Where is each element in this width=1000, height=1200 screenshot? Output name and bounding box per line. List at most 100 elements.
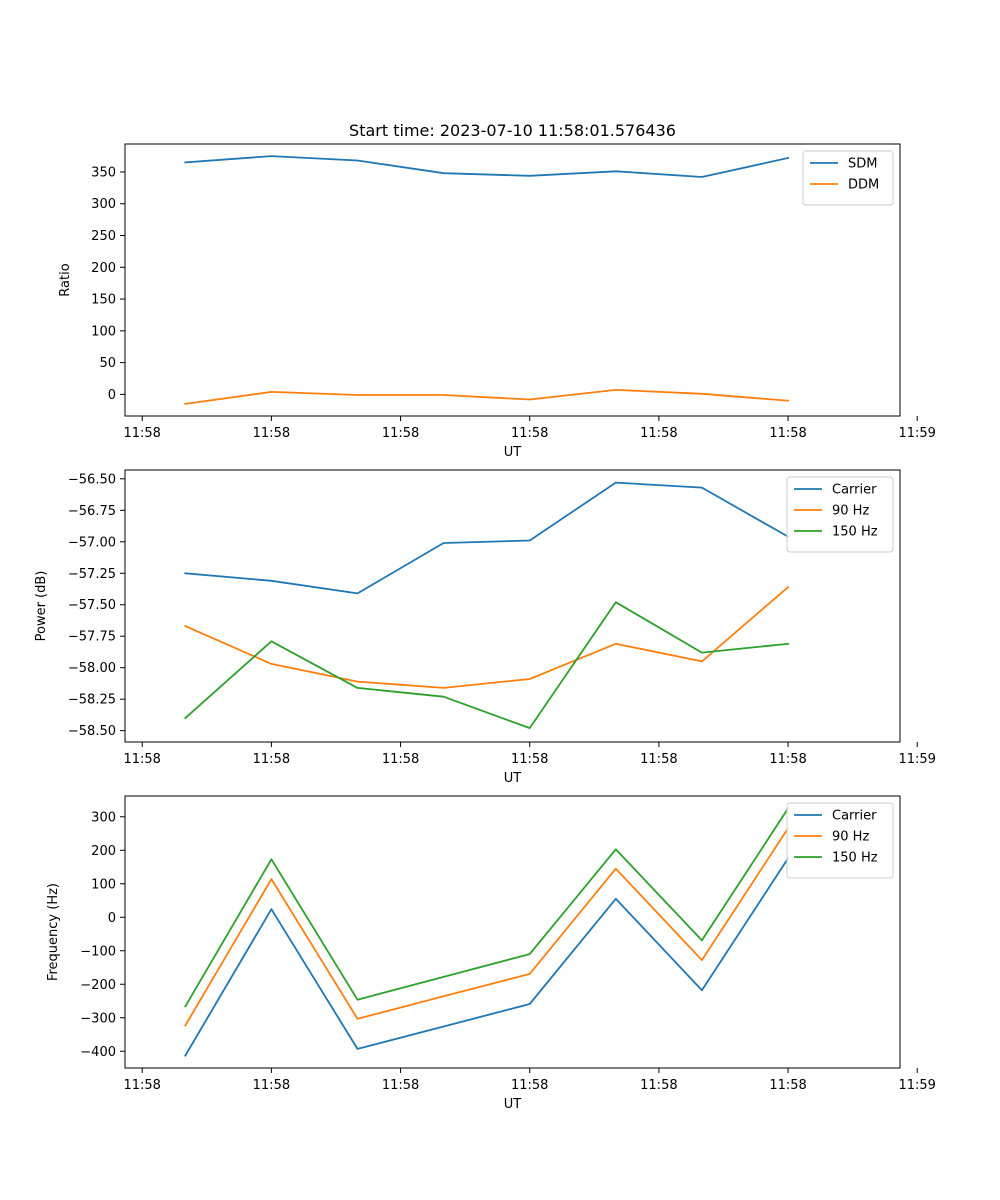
data-point-ddm-5: [613, 387, 618, 392]
legend: Carrier 90 Hz 150 Hz: [786, 476, 894, 553]
y-tick-label: 300: [91, 197, 116, 212]
y-tick-label: −100: [80, 944, 116, 959]
data-point-sdm-2: [355, 158, 360, 163]
axes-frame: [124, 143, 901, 417]
y-tick-label: 300: [91, 810, 116, 825]
data-point-sdm-6: [699, 175, 704, 180]
data-point-90-hz-0: [183, 624, 188, 629]
data-point-carrier-3: [441, 541, 446, 546]
data-point-90-hz-5: [613, 641, 618, 646]
data-point-carrier-1: [269, 578, 274, 583]
data-point-90-hz-1: [269, 877, 274, 882]
y-axis-label: Frequency (Hz): [46, 883, 61, 981]
y-tick-label: −56.50: [68, 472, 116, 487]
data-point-ddm-7: [786, 398, 791, 403]
y-tick-label: 250: [91, 229, 116, 244]
x-tick-label: 11:58: [253, 426, 290, 441]
x-tick-label: 11:59: [898, 1078, 935, 1093]
x-tick-label: 11:58: [253, 752, 290, 767]
data-point-carrier-4: [527, 1002, 532, 1007]
data-point-carrier-3: [441, 1024, 446, 1029]
y-tick-label: −58.00: [68, 661, 116, 676]
data-point-carrier-0: [183, 571, 188, 576]
chart-title: Start time: 2023-07-10 11:58:01.576436: [349, 121, 676, 140]
data-point-90-hz-3: [441, 685, 446, 690]
data-point-150-hz-7: [786, 641, 791, 646]
data-point-sdm-5: [613, 169, 618, 174]
series-line-150-hz: [184, 807, 790, 1008]
x-tick-label: 11:58: [640, 752, 677, 767]
y-tick-label: −400: [80, 1045, 116, 1060]
series-line-ddm: [184, 388, 790, 405]
x-tick-label: 11:58: [640, 426, 677, 441]
y-tick-label: 0: [108, 911, 116, 926]
data-point-ddm-6: [699, 391, 704, 396]
data-point-150-hz-4: [527, 952, 532, 957]
x-axis-label: UT: [504, 445, 522, 460]
y-tick-label: 50: [99, 356, 116, 371]
legend-box: [786, 476, 894, 553]
y-tick-label: −57.50: [68, 598, 116, 613]
x-tick-label: 11:58: [123, 752, 160, 767]
y-tick-label: 100: [91, 324, 116, 339]
x-tick-label: 11:58: [511, 752, 548, 767]
data-point-carrier-2: [355, 591, 360, 596]
y-axis-label: Ratio: [58, 263, 73, 296]
data-point-carrier-6: [699, 485, 704, 490]
data-point-150-hz-0: [183, 1004, 188, 1009]
y-tick-label: 100: [91, 877, 116, 892]
axes-frame: [124, 469, 901, 743]
series-line-sdm: [184, 155, 790, 178]
legend-entry-label: SDM: [848, 157, 877, 172]
data-point-carrier-6: [699, 988, 704, 993]
data-point-150-hz-1: [269, 639, 274, 644]
data-point-150-hz-3: [441, 694, 446, 699]
x-tick-label: 11:58: [769, 752, 806, 767]
data-point-90-hz-4: [527, 677, 532, 682]
data-point-90-hz-5: [613, 866, 618, 871]
data-point-150-hz-5: [613, 847, 618, 852]
subplot-3: 11:58 11:58 11:58 11:58 11:58 11:58 11:59 −400 −…: [46, 795, 936, 1112]
legend-box: [786, 802, 894, 879]
series-line-90-hz: [184, 585, 790, 689]
series-line-carrier: [184, 857, 790, 1057]
data-point-carrier-0: [183, 1053, 188, 1058]
x-tick-label: 11:58: [769, 1078, 806, 1093]
y-tick-label: −57.00: [68, 535, 116, 550]
legend-entry-label: 150 Hz: [832, 851, 878, 866]
x-tick-label: 11:58: [123, 1078, 160, 1093]
data-point-ddm-2: [355, 393, 360, 398]
y-tick-label: 150: [91, 293, 116, 308]
data-point-150-hz-0: [183, 716, 188, 721]
axes-frame: [124, 795, 901, 1069]
y-tick-label: −56.75: [68, 504, 116, 519]
data-point-carrier-5: [613, 896, 618, 901]
legend-entry-label: 90 Hz: [832, 830, 869, 845]
data-point-150-hz-3: [441, 974, 446, 979]
data-point-carrier-1: [269, 907, 274, 912]
x-tick-label: 11:58: [640, 1078, 677, 1093]
y-tick-label: −58.25: [68, 693, 116, 708]
series-line-150-hz: [184, 601, 790, 729]
x-axis-label: UT: [504, 771, 522, 786]
series-line-90-hz: [184, 826, 790, 1027]
data-point-90-hz-6: [699, 958, 704, 963]
subplot-2: 11:58 11:58 11:58 11:58 11:58 11:58 11:59 −58.5…: [34, 469, 936, 786]
data-point-sdm-7: [786, 156, 791, 161]
x-tick-label: 11:58: [253, 1078, 290, 1093]
data-point-carrier-2: [355, 1046, 360, 1051]
y-tick-label: −57.75: [68, 630, 116, 645]
data-point-ddm-4: [527, 397, 532, 402]
y-tick-label: −300: [80, 1011, 116, 1026]
x-tick-label: 11:58: [382, 426, 419, 441]
y-tick-label: −57.25: [68, 567, 116, 582]
y-tick-label: 350: [91, 165, 116, 180]
y-tick-label: 200: [91, 261, 116, 276]
legend-entry-label: 90 Hz: [832, 504, 869, 519]
data-point-90-hz-6: [699, 659, 704, 664]
data-point-sdm-3: [441, 171, 446, 176]
data-point-90-hz-2: [355, 1016, 360, 1021]
data-point-150-hz-2: [355, 997, 360, 1002]
data-point-90-hz-1: [269, 661, 274, 666]
